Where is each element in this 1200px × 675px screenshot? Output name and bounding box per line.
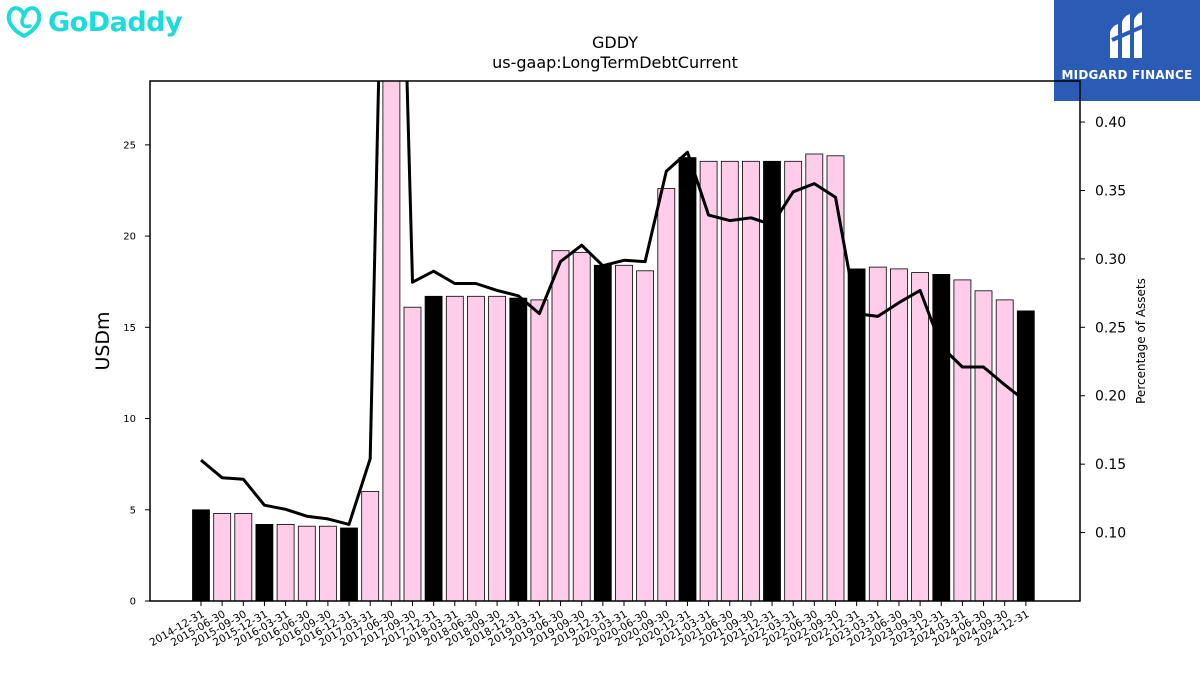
y-tick-label: 15 xyxy=(123,323,136,334)
midgard-logo-text: MIDGARD FINANCE xyxy=(1061,68,1193,82)
bar-2022-12-31 xyxy=(847,268,866,601)
bar-2024-12-31 xyxy=(1016,310,1035,601)
y2-tick-label: 0.10 xyxy=(1095,526,1126,542)
bar-2018-06-30 xyxy=(466,295,485,601)
bar-2024-06-30 xyxy=(974,290,993,601)
bar-2019-12-31 xyxy=(593,264,612,601)
bar-2017-06-30 xyxy=(382,81,401,601)
bar-2021-09-30 xyxy=(742,160,760,601)
bar-2022-03-31 xyxy=(784,160,803,601)
right-axis: 0.10 0.15 0.20 0.25 0.30 0.35 0.40 xyxy=(1080,115,1126,542)
godaddy-logo-icon xyxy=(6,6,42,38)
bar-2020-09-30 xyxy=(657,188,676,601)
y2-tick-label: 0.25 xyxy=(1095,320,1126,336)
plot-frame xyxy=(149,80,1081,602)
x-axis: 2014-12-312015-06-302015-09-302015-12-31… xyxy=(148,601,1031,649)
y-tick-label: 10 xyxy=(123,414,136,425)
midgard-logo-icon xyxy=(1110,12,1145,58)
bar-2018-09-30 xyxy=(488,295,507,601)
y2-tick-label: 0.40 xyxy=(1095,115,1126,131)
y2-tick-label: 0.35 xyxy=(1095,183,1126,199)
y-tick-label: 5 xyxy=(130,505,136,516)
y2-tick-label: 0.20 xyxy=(1095,389,1126,405)
bar-2014-12-31 xyxy=(192,509,210,601)
chart-subtitle: us-gaap:LongTermDebtCurrent xyxy=(492,53,738,72)
bar-2016-03-31 xyxy=(276,524,295,601)
bar-2024-03-31 xyxy=(953,279,972,601)
bar-2016-12-31 xyxy=(340,527,358,601)
y-axis-label: USDm xyxy=(92,311,114,370)
bar-2023-03-31 xyxy=(868,266,887,601)
bar-2022-09-30 xyxy=(826,155,845,601)
percentage-of-assets-line xyxy=(200,81,1027,526)
bar-2019-03-31 xyxy=(530,299,549,601)
bar-2019-06-30 xyxy=(551,250,570,601)
bar-2023-06-30 xyxy=(890,268,908,601)
y2-tick-label: 0.15 xyxy=(1095,457,1126,473)
bar-2023-09-30 xyxy=(911,272,929,601)
y-tick-label: 25 xyxy=(123,140,136,151)
bar-2015-09-30 xyxy=(234,513,253,601)
bar-2021-06-30 xyxy=(720,160,739,601)
bar-2016-09-30 xyxy=(318,525,337,601)
y-tick-label: 0 xyxy=(130,597,136,608)
y2-tick-label: 0.30 xyxy=(1095,252,1126,268)
bar-2020-06-30 xyxy=(636,270,654,601)
chart-title: GDDY xyxy=(592,33,638,52)
bar-2019-09-30 xyxy=(572,252,591,601)
bar-2018-03-31 xyxy=(445,295,464,601)
bar-2020-12-31 xyxy=(678,157,697,601)
bar-2021-03-31 xyxy=(699,160,718,601)
left-axis: 0 5 10 15 20 25 xyxy=(123,140,150,608)
bar-2023-12-31 xyxy=(932,273,951,601)
bar-2017-03-31 xyxy=(361,491,380,601)
godaddy-logo: GoDaddy xyxy=(4,4,183,40)
bar-2020-03-31 xyxy=(615,264,633,601)
bar-2017-09-30 xyxy=(403,306,422,601)
bar-2022-06-30 xyxy=(805,153,824,601)
godaddy-logo-text: GoDaddy xyxy=(48,6,183,38)
bar-2015-12-31 xyxy=(255,524,274,601)
bar-2018-12-31 xyxy=(509,297,528,601)
y2-axis-label: Percentage of Assets xyxy=(1134,278,1148,404)
y-tick-label: 20 xyxy=(123,232,136,243)
bar-2016-06-30 xyxy=(297,525,316,601)
bar-2024-09-30 xyxy=(995,299,1014,601)
bar-2017-12-31 xyxy=(424,295,443,601)
midgard-finance-logo: MIDGARD FINANCE xyxy=(1054,0,1200,101)
bar-2015-06-30 xyxy=(213,513,232,601)
bar-series xyxy=(192,81,1035,601)
bar-2021-12-31 xyxy=(763,160,781,601)
